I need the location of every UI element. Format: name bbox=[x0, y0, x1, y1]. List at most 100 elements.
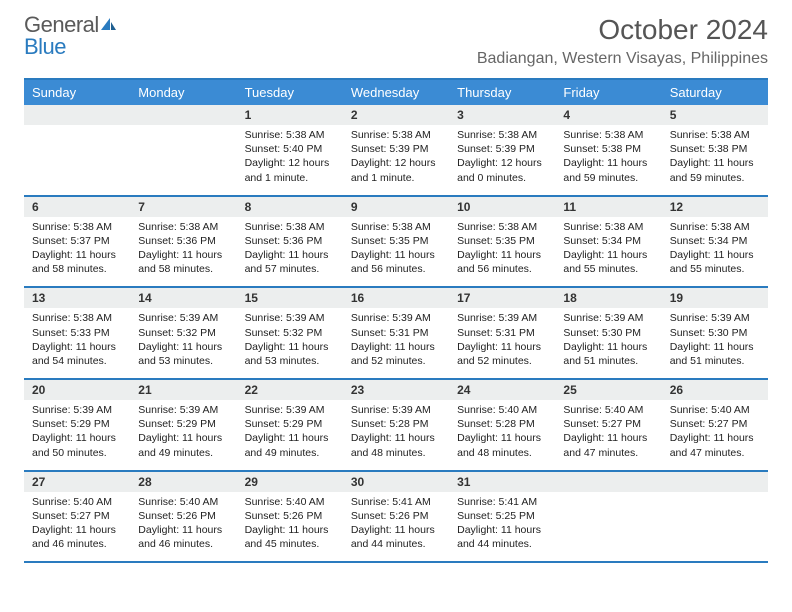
sunrise: Sunrise: 5:38 AM bbox=[245, 220, 335, 234]
daylight: Daylight: 11 hours and 57 minutes. bbox=[245, 248, 335, 276]
calendar-cell: 14Sunrise: 5:39 AMSunset: 5:32 PMDayligh… bbox=[130, 287, 236, 379]
daylight: Daylight: 11 hours and 50 minutes. bbox=[32, 431, 122, 459]
calendar-cell: 7Sunrise: 5:38 AMSunset: 5:36 PMDaylight… bbox=[130, 196, 236, 288]
day-number: 5 bbox=[662, 105, 768, 125]
day-number: 2 bbox=[343, 105, 449, 125]
sunset: Sunset: 5:28 PM bbox=[351, 417, 441, 431]
day-number: 20 bbox=[24, 380, 130, 400]
weekday-header: Friday bbox=[555, 79, 661, 105]
day-data: Sunrise: 5:39 AMSunset: 5:32 PMDaylight:… bbox=[130, 308, 236, 378]
day-number bbox=[130, 105, 236, 125]
day-number: 15 bbox=[237, 288, 343, 308]
daylight: Daylight: 11 hours and 58 minutes. bbox=[32, 248, 122, 276]
sunset: Sunset: 5:39 PM bbox=[351, 142, 441, 156]
daylight: Daylight: 11 hours and 52 minutes. bbox=[457, 340, 547, 368]
daylight: Daylight: 11 hours and 48 minutes. bbox=[351, 431, 441, 459]
month-title: October 2024 bbox=[477, 14, 768, 46]
sunrise: Sunrise: 5:40 AM bbox=[138, 495, 228, 509]
daylight: Daylight: 11 hours and 49 minutes. bbox=[138, 431, 228, 459]
sunset: Sunset: 5:27 PM bbox=[32, 509, 122, 523]
day-number: 30 bbox=[343, 472, 449, 492]
day-data: Sunrise: 5:38 AMSunset: 5:40 PMDaylight:… bbox=[237, 125, 343, 195]
day-data: Sunrise: 5:38 AMSunset: 5:38 PMDaylight:… bbox=[555, 125, 661, 195]
calendar-cell: 8Sunrise: 5:38 AMSunset: 5:36 PMDaylight… bbox=[237, 196, 343, 288]
calendar-cell: 19Sunrise: 5:39 AMSunset: 5:30 PMDayligh… bbox=[662, 287, 768, 379]
calendar-body: 1Sunrise: 5:38 AMSunset: 5:40 PMDaylight… bbox=[24, 105, 768, 562]
daylight: Daylight: 11 hours and 59 minutes. bbox=[563, 156, 653, 184]
sunrise: Sunrise: 5:38 AM bbox=[245, 128, 335, 142]
sunrise: Sunrise: 5:38 AM bbox=[563, 220, 653, 234]
day-number bbox=[555, 472, 661, 492]
weekday-header-row: SundayMondayTuesdayWednesdayThursdayFrid… bbox=[24, 79, 768, 105]
sunset: Sunset: 5:34 PM bbox=[670, 234, 760, 248]
sunrise: Sunrise: 5:39 AM bbox=[351, 403, 441, 417]
day-number: 29 bbox=[237, 472, 343, 492]
sunset: Sunset: 5:30 PM bbox=[563, 326, 653, 340]
calendar-cell bbox=[662, 471, 768, 563]
sunset: Sunset: 5:29 PM bbox=[245, 417, 335, 431]
sunset: Sunset: 5:25 PM bbox=[457, 509, 547, 523]
day-data: Sunrise: 5:40 AMSunset: 5:27 PMDaylight:… bbox=[24, 492, 130, 562]
sunset: Sunset: 5:32 PM bbox=[245, 326, 335, 340]
sunset: Sunset: 5:29 PM bbox=[138, 417, 228, 431]
sail-icon bbox=[99, 14, 117, 36]
day-number: 13 bbox=[24, 288, 130, 308]
day-number: 6 bbox=[24, 197, 130, 217]
sunset: Sunset: 5:27 PM bbox=[563, 417, 653, 431]
daylight: Daylight: 11 hours and 44 minutes. bbox=[457, 523, 547, 551]
day-number: 9 bbox=[343, 197, 449, 217]
day-data: Sunrise: 5:40 AMSunset: 5:27 PMDaylight:… bbox=[555, 400, 661, 470]
sunrise: Sunrise: 5:39 AM bbox=[563, 311, 653, 325]
day-number: 17 bbox=[449, 288, 555, 308]
calendar-cell: 24Sunrise: 5:40 AMSunset: 5:28 PMDayligh… bbox=[449, 379, 555, 471]
day-number: 14 bbox=[130, 288, 236, 308]
calendar-week-row: 13Sunrise: 5:38 AMSunset: 5:33 PMDayligh… bbox=[24, 287, 768, 379]
daylight: Daylight: 11 hours and 54 minutes. bbox=[32, 340, 122, 368]
day-number: 8 bbox=[237, 197, 343, 217]
calendar-table: SundayMondayTuesdayWednesdayThursdayFrid… bbox=[24, 78, 768, 563]
calendar-cell: 17Sunrise: 5:39 AMSunset: 5:31 PMDayligh… bbox=[449, 287, 555, 379]
sunrise: Sunrise: 5:39 AM bbox=[138, 311, 228, 325]
day-data: Sunrise: 5:38 AMSunset: 5:36 PMDaylight:… bbox=[237, 217, 343, 287]
day-number: 24 bbox=[449, 380, 555, 400]
day-data bbox=[662, 492, 768, 562]
weekday-header: Wednesday bbox=[343, 79, 449, 105]
sunset: Sunset: 5:31 PM bbox=[457, 326, 547, 340]
day-data: Sunrise: 5:39 AMSunset: 5:29 PMDaylight:… bbox=[24, 400, 130, 470]
sunset: Sunset: 5:28 PM bbox=[457, 417, 547, 431]
sunrise: Sunrise: 5:40 AM bbox=[563, 403, 653, 417]
daylight: Daylight: 11 hours and 51 minutes. bbox=[563, 340, 653, 368]
sunrise: Sunrise: 5:38 AM bbox=[670, 128, 760, 142]
sunset: Sunset: 5:40 PM bbox=[245, 142, 335, 156]
calendar-cell: 30Sunrise: 5:41 AMSunset: 5:26 PMDayligh… bbox=[343, 471, 449, 563]
calendar-cell bbox=[555, 471, 661, 563]
sunset: Sunset: 5:39 PM bbox=[457, 142, 547, 156]
calendar-cell: 5Sunrise: 5:38 AMSunset: 5:38 PMDaylight… bbox=[662, 105, 768, 196]
calendar-week-row: 20Sunrise: 5:39 AMSunset: 5:29 PMDayligh… bbox=[24, 379, 768, 471]
calendar-cell: 9Sunrise: 5:38 AMSunset: 5:35 PMDaylight… bbox=[343, 196, 449, 288]
day-number: 7 bbox=[130, 197, 236, 217]
day-data: Sunrise: 5:39 AMSunset: 5:31 PMDaylight:… bbox=[449, 308, 555, 378]
calendar-cell: 28Sunrise: 5:40 AMSunset: 5:26 PMDayligh… bbox=[130, 471, 236, 563]
sunrise: Sunrise: 5:39 AM bbox=[245, 403, 335, 417]
calendar-cell: 10Sunrise: 5:38 AMSunset: 5:35 PMDayligh… bbox=[449, 196, 555, 288]
sunrise: Sunrise: 5:39 AM bbox=[32, 403, 122, 417]
sunrise: Sunrise: 5:40 AM bbox=[457, 403, 547, 417]
daylight: Daylight: 11 hours and 45 minutes. bbox=[245, 523, 335, 551]
calendar-cell: 16Sunrise: 5:39 AMSunset: 5:31 PMDayligh… bbox=[343, 287, 449, 379]
calendar-cell: 21Sunrise: 5:39 AMSunset: 5:29 PMDayligh… bbox=[130, 379, 236, 471]
sunset: Sunset: 5:32 PM bbox=[138, 326, 228, 340]
day-data: Sunrise: 5:40 AMSunset: 5:28 PMDaylight:… bbox=[449, 400, 555, 470]
sunrise: Sunrise: 5:40 AM bbox=[670, 403, 760, 417]
sunrise: Sunrise: 5:38 AM bbox=[138, 220, 228, 234]
calendar-cell: 4Sunrise: 5:38 AMSunset: 5:38 PMDaylight… bbox=[555, 105, 661, 196]
calendar-cell: 26Sunrise: 5:40 AMSunset: 5:27 PMDayligh… bbox=[662, 379, 768, 471]
sunset: Sunset: 5:26 PM bbox=[351, 509, 441, 523]
day-data bbox=[130, 125, 236, 195]
sunrise: Sunrise: 5:38 AM bbox=[563, 128, 653, 142]
day-data: Sunrise: 5:39 AMSunset: 5:28 PMDaylight:… bbox=[343, 400, 449, 470]
day-number: 23 bbox=[343, 380, 449, 400]
daylight: Daylight: 11 hours and 55 minutes. bbox=[670, 248, 760, 276]
sunset: Sunset: 5:33 PM bbox=[32, 326, 122, 340]
daylight: Daylight: 12 hours and 0 minutes. bbox=[457, 156, 547, 184]
